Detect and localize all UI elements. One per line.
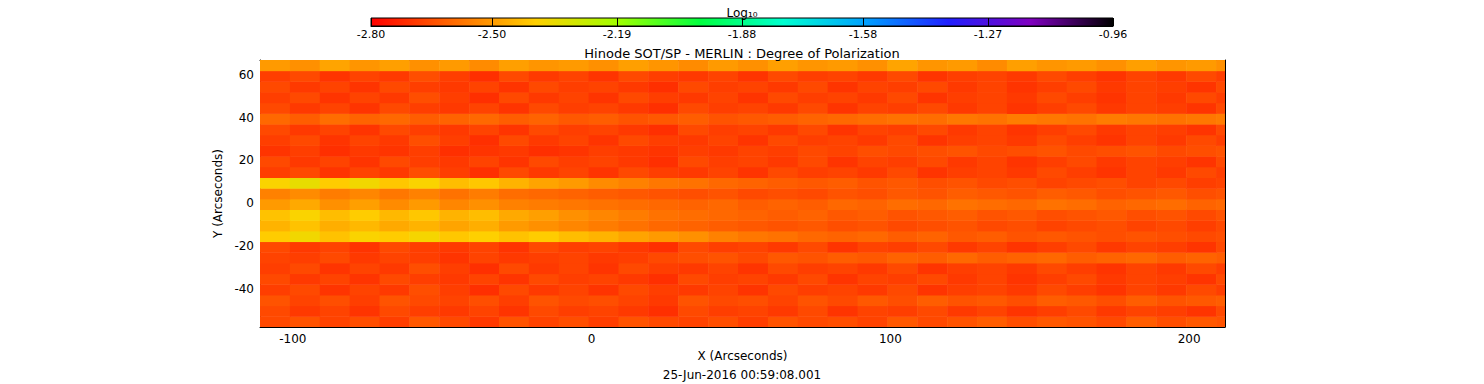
svg-text:-1.27: -1.27: [974, 28, 1002, 41]
svg-text:-2.50: -2.50: [478, 28, 506, 41]
svg-text:-1.58: -1.58: [849, 28, 877, 41]
svg-text:0: 0: [246, 196, 254, 210]
svg-text:Log₁₀: Log₁₀: [726, 6, 757, 20]
svg-text:200: 200: [1178, 332, 1201, 346]
svg-text:-2.80: -2.80: [357, 28, 385, 41]
svg-text:0: 0: [588, 332, 596, 346]
svg-text:Y (Arcseconds): Y (Arcseconds): [211, 149, 225, 239]
svg-text:X (Arcseconds): X (Arcseconds): [698, 349, 788, 363]
svg-text:-2.19: -2.19: [603, 28, 631, 41]
svg-text:-20: -20: [234, 239, 254, 253]
svg-text:40: 40: [239, 111, 254, 125]
svg-text:60: 60: [239, 68, 254, 82]
svg-text:-1.88: -1.88: [728, 28, 756, 41]
svg-text:100: 100: [879, 332, 902, 346]
svg-text:-40: -40: [234, 282, 254, 296]
svg-text:Hinode SOT/SP - MERLIN : Degre: Hinode SOT/SP - MERLIN : Degree of Polar…: [584, 46, 899, 61]
svg-text:-0.96: -0.96: [1099, 28, 1127, 41]
svg-text:-100: -100: [279, 332, 306, 346]
svg-text:20: 20: [239, 153, 254, 167]
svg-text:25-Jun-2016 00:59:08.001: 25-Jun-2016 00:59:08.001: [663, 368, 821, 382]
